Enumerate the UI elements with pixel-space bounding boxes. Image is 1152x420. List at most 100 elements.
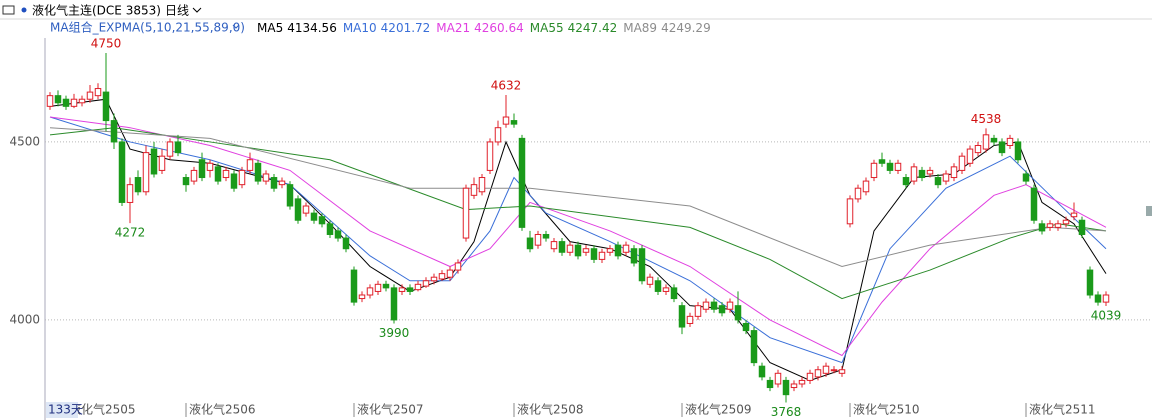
candle-body xyxy=(1038,223,1046,232)
candle-body xyxy=(1078,219,1086,235)
candle-body xyxy=(102,91,110,122)
candle-body xyxy=(414,283,422,291)
candle-body xyxy=(726,301,734,310)
candle-body xyxy=(446,269,454,278)
candle-body xyxy=(798,379,806,385)
candle-body xyxy=(1014,141,1022,161)
candle-body xyxy=(78,98,86,104)
y-tick-label: 4000 xyxy=(9,312,40,326)
candle-body xyxy=(790,383,798,389)
candle-body xyxy=(710,301,718,310)
candle-body xyxy=(94,88,102,97)
y-tick-label: 4500 xyxy=(9,134,40,148)
candle-body xyxy=(678,305,686,328)
candle-body xyxy=(982,134,990,150)
candle-body xyxy=(1046,223,1054,228)
candle-body xyxy=(430,276,438,282)
indicator-dropdown[interactable] xyxy=(232,24,240,29)
candle-body xyxy=(150,148,158,175)
candle-body xyxy=(214,166,222,182)
candle-body xyxy=(702,301,710,310)
candle-body xyxy=(318,216,326,225)
high-label: 4538 xyxy=(971,112,1002,126)
candle-body xyxy=(206,162,214,171)
window-icon[interactable] xyxy=(2,5,15,15)
candle-body xyxy=(366,287,374,296)
annotations: 4750 4632 4538 4272 3990 3768 4039 xyxy=(91,36,1122,419)
candle-body xyxy=(614,244,622,257)
candle-body xyxy=(166,141,174,157)
candle-body xyxy=(62,98,70,107)
candle-body xyxy=(998,141,1006,154)
legend-name: MA89 xyxy=(623,21,657,35)
candle-body xyxy=(494,127,502,143)
candle-body xyxy=(278,180,286,186)
period[interactable]: 日线 xyxy=(165,4,189,18)
legend-entry: MA89 4249.29 xyxy=(623,21,710,35)
candle-body xyxy=(662,287,670,292)
candle-body xyxy=(270,177,278,189)
candle-body xyxy=(814,369,822,378)
candle-body xyxy=(854,187,862,200)
candle-body xyxy=(142,152,150,193)
period-dropdown[interactable] xyxy=(192,7,202,13)
x-tick-label: 液化气2511 xyxy=(1029,402,1096,417)
candle-body xyxy=(70,98,78,107)
candle-body xyxy=(542,233,550,239)
legend-entry: MA10 4201.72 xyxy=(343,21,430,35)
indicator[interactable]: MA组合_EXPMA(5,10,21,55,89,0) xyxy=(50,20,245,35)
candle-body xyxy=(294,198,302,221)
candle-body xyxy=(878,159,886,164)
candle-body xyxy=(566,244,574,253)
candle-body xyxy=(1070,212,1078,218)
candle-body xyxy=(470,184,478,196)
candle-body xyxy=(518,137,526,228)
candle-body xyxy=(886,162,894,171)
candle-body xyxy=(830,369,838,372)
candle-body xyxy=(198,159,206,179)
scroll-marker[interactable] xyxy=(1146,206,1152,216)
high-label: 4750 xyxy=(91,36,122,50)
low-label: 4039 xyxy=(1091,309,1122,323)
candle-body xyxy=(550,241,558,250)
candle-body xyxy=(486,141,494,171)
candle-body xyxy=(974,144,982,154)
candle-body xyxy=(646,276,654,285)
candle-body xyxy=(358,294,366,300)
candle-body xyxy=(1022,173,1030,182)
x-tick-label: 液化气2510 xyxy=(853,402,920,417)
candle-body xyxy=(158,155,166,171)
candle-body xyxy=(86,91,94,100)
candle-body xyxy=(118,141,126,203)
candle-body xyxy=(742,322,750,332)
candle-body xyxy=(894,162,902,171)
candle-body xyxy=(806,372,814,381)
legend-value: 4247.42 xyxy=(568,21,618,35)
candle-body xyxy=(310,212,318,221)
candle-body xyxy=(926,169,934,175)
candle-body xyxy=(918,169,926,179)
candle-body xyxy=(734,305,742,321)
x-axis: 液化气2505 液化气2506 液化气2507 液化气2508 液化气2509 液化气25… xyxy=(65,402,1096,417)
legend-entry: MA21 4260.64 xyxy=(436,21,523,35)
candle-body xyxy=(1094,294,1102,303)
candle-body xyxy=(526,237,534,250)
candle-body xyxy=(766,379,774,389)
candle-body xyxy=(958,155,966,171)
candle-body xyxy=(718,305,726,314)
x-tick-label: 液化气2506 xyxy=(189,402,256,417)
legend-value: 4201.72 xyxy=(381,21,431,35)
low-label: 4272 xyxy=(115,226,146,240)
candle-body xyxy=(606,248,614,253)
candle-body xyxy=(190,169,198,182)
grid: 4000 4500 xyxy=(9,134,1152,326)
candle-body xyxy=(230,173,238,189)
candle-body xyxy=(630,248,638,264)
candle-body xyxy=(302,205,310,214)
candle-body xyxy=(222,169,230,179)
candle-body xyxy=(398,287,406,292)
legend: MA5 4134.56 MA10 4201.72 MA21 4260.64 MA55 4247… xyxy=(257,21,711,35)
candle-body xyxy=(54,95,62,104)
ma-line xyxy=(49,116,1107,357)
candle-body xyxy=(846,198,854,225)
